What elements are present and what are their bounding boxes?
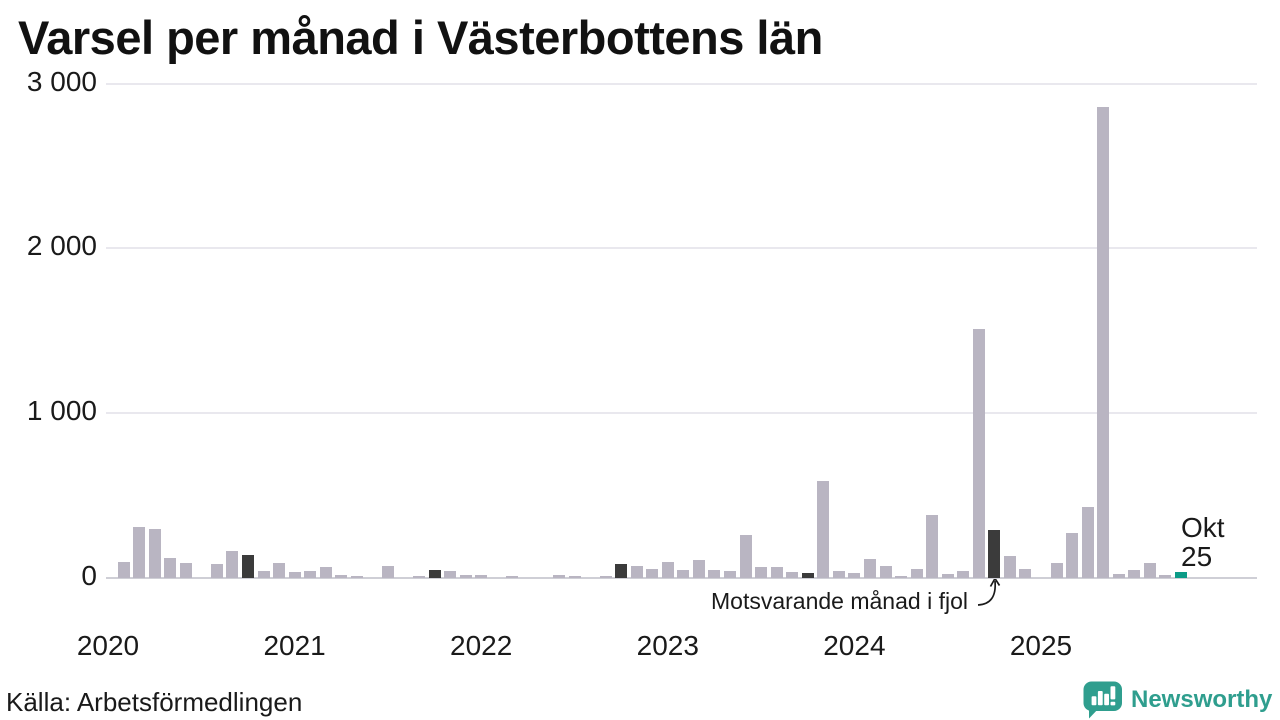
bar-prev-year-month [801,572,814,578]
x-year-label: 2024 [823,630,886,661]
bar [288,572,301,578]
x-year-label: 2023 [636,630,699,661]
x-year-label: 2021 [263,630,326,661]
chart-title: Varsel per månad i Västerbottens län [18,11,823,64]
x-year-label: 2020 [76,630,140,661]
bar [179,563,192,578]
bar [459,574,472,578]
bar [910,569,923,578]
bar [926,515,939,578]
y-tick-label: 2 000 [26,230,97,262]
bar [381,565,394,578]
bar [1081,507,1094,578]
y-tick-label: 3 000 [26,65,97,97]
bar [832,570,845,578]
bar [273,563,286,578]
bar [413,575,425,578]
bar [117,562,130,578]
bar [739,534,752,578]
bar [444,571,457,578]
newsworthy-logo: Newsworthy [1083,681,1272,719]
gridline [106,247,1257,250]
bar [257,570,270,578]
bar [350,576,363,579]
bar-prev-year-month [615,563,628,578]
bar [692,559,705,578]
bar [724,571,736,578]
bar [1050,563,1063,578]
bar [972,329,985,578]
bar [879,566,892,578]
bar [1159,574,1172,578]
bar [319,567,332,578]
gridline [106,82,1257,85]
gridline [106,412,1257,415]
bar [863,559,876,578]
bar [848,572,861,578]
bar [895,576,908,579]
x-axis-line [106,577,1257,579]
bar [599,575,612,578]
bar [475,575,488,578]
bar [210,563,223,578]
bar [164,558,177,578]
bar [1143,563,1156,578]
bar [957,571,970,578]
current-month-label-line1: Okt [1181,512,1225,543]
bar [786,572,799,578]
newsworthy-logo-icon [1083,681,1122,719]
bar [941,573,954,578]
current-month-label-line2: 25 [1181,541,1213,572]
y-tick-label: 1 000 [26,395,97,427]
bar [568,576,581,579]
bar [506,576,519,579]
current-month-label: Okt 25 [1181,513,1225,571]
bar [226,550,239,578]
bar [677,570,690,578]
bar-prev-year-month [241,554,254,578]
bar [755,566,768,578]
bar [1112,574,1125,578]
x-year-label: 2025 [1009,630,1073,661]
bar [133,526,146,578]
bar [1003,556,1016,578]
bar [646,569,659,578]
bar [1066,533,1079,578]
bar [708,569,721,578]
source-label: Källa: Arbetsförmedlingen [6,687,303,717]
bar [817,481,830,578]
bar-prev-year-month [428,570,441,578]
bar [630,566,643,578]
bar [304,570,317,578]
bar [1019,568,1032,578]
annotation-prev-year: Motsvarande månad i fjol [711,588,968,614]
bar [335,575,348,578]
bar [661,562,674,578]
bar [552,575,565,578]
bar [148,529,161,578]
bar [1097,106,1110,578]
y-tick-label: 0 [81,560,97,591]
bar-prev-year-month [988,530,1001,578]
newsworthy-logo-text: Newsworthy [1131,686,1273,713]
bar [770,566,783,578]
bar [1128,569,1141,578]
bar-current-month [1174,572,1187,578]
x-year-label: 2022 [450,630,513,661]
